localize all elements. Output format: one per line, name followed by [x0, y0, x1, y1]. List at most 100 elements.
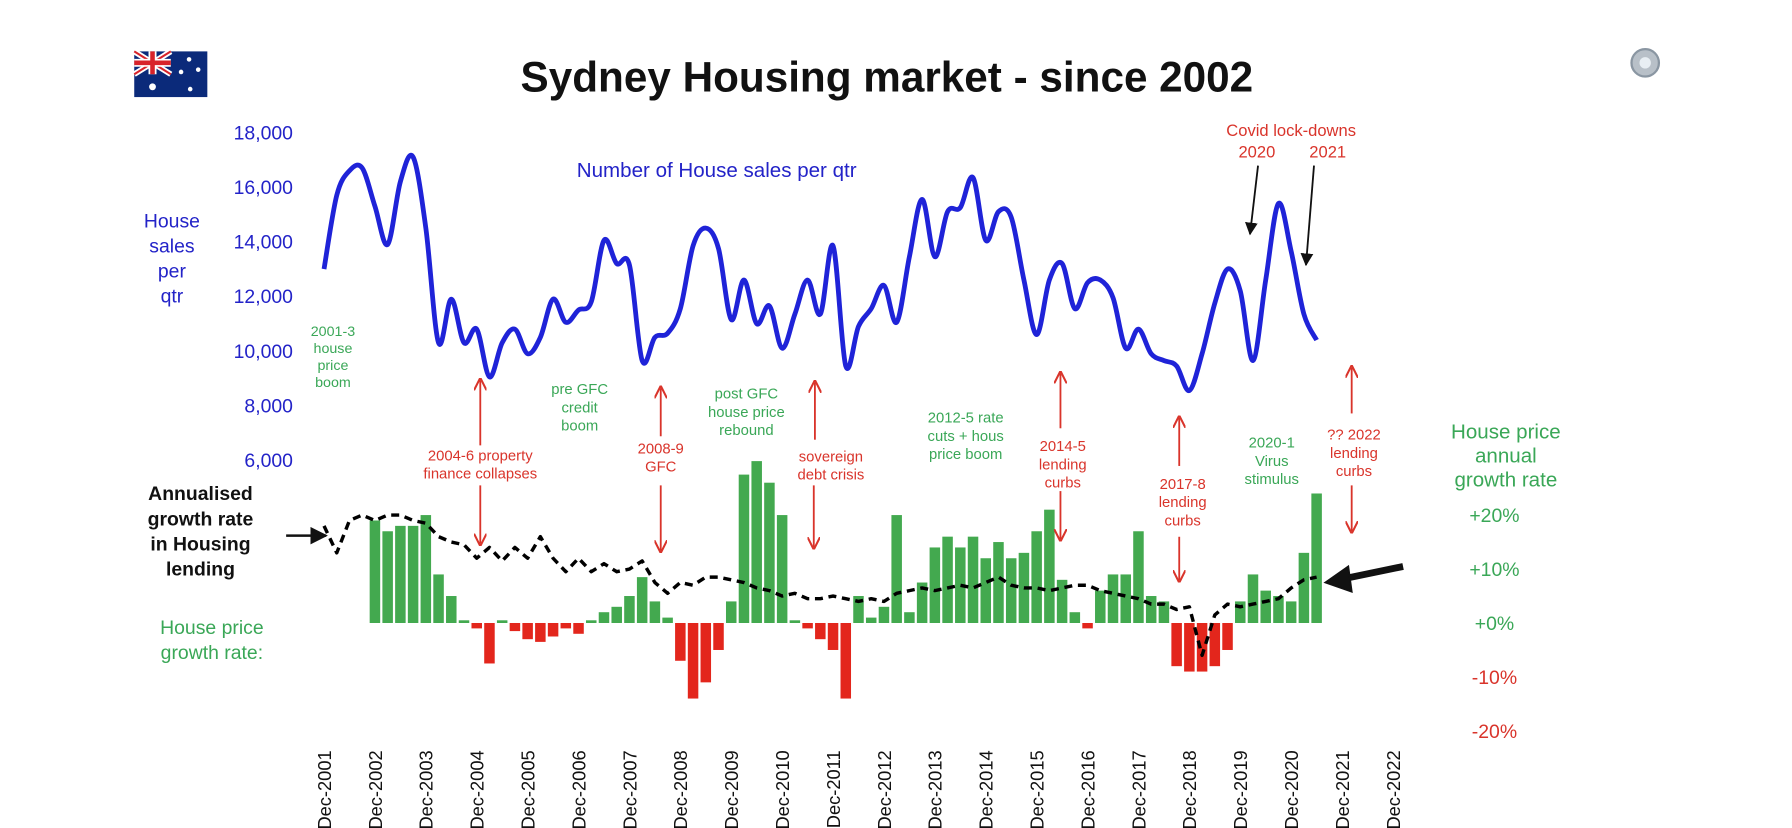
bar	[369, 520, 381, 623]
bar	[1069, 612, 1081, 623]
annotation: 2017-8	[1160, 477, 1206, 493]
annotation: house price	[708, 405, 785, 421]
logo	[1630, 47, 1661, 78]
bar	[967, 536, 979, 623]
bar	[420, 515, 432, 623]
bar	[407, 525, 419, 623]
bar	[1247, 574, 1259, 623]
annotation: 2020	[1238, 143, 1275, 162]
annotation: GFC	[645, 460, 677, 476]
x-tick-label: Dec-2021	[1332, 750, 1353, 828]
bar	[904, 612, 915, 623]
x-tick-label: Dec-2018	[1179, 750, 1200, 828]
x-tick-label: Dec-2007	[619, 750, 640, 828]
annotation: price	[317, 358, 348, 374]
annotation: lending	[166, 559, 235, 581]
bar	[865, 617, 877, 623]
annotation: House price	[160, 617, 264, 639]
bar	[662, 617, 673, 623]
bar	[1107, 574, 1119, 623]
annotation: curbs	[1045, 476, 1081, 492]
annotation: credit	[562, 400, 599, 416]
bar	[1298, 552, 1310, 623]
bar	[700, 622, 712, 683]
x-tick-label: Dec-2001	[314, 750, 335, 828]
arrow	[1245, 165, 1259, 236]
x-tick-label: Dec-2013	[925, 750, 946, 828]
bar	[395, 525, 406, 623]
bar	[916, 582, 928, 623]
annotation: 2021	[1309, 143, 1346, 162]
x-tick-label: Dec-2011	[823, 750, 844, 828]
bar	[891, 515, 902, 623]
bar	[1158, 601, 1170, 623]
bar	[993, 542, 1004, 623]
annotation: curbs	[1165, 513, 1201, 529]
annotation: sales	[149, 235, 194, 257]
bar	[853, 596, 864, 623]
bar	[776, 515, 788, 623]
annotation: House price	[1451, 421, 1561, 444]
x-tick-label: Dec-2012	[874, 750, 895, 828]
annotation: cuts + hous	[928, 429, 1004, 445]
bar	[433, 574, 444, 623]
annotation: annual	[1475, 445, 1537, 468]
bar	[1235, 601, 1246, 623]
bar	[484, 622, 495, 664]
bar	[1044, 509, 1055, 623]
bar	[1082, 622, 1093, 629]
y2-tick-label: +20%	[1469, 505, 1519, 527]
x-tick-label: Dec-2003	[416, 750, 437, 828]
bar	[1260, 590, 1271, 623]
bar	[1120, 574, 1131, 623]
annotation: sovereign	[799, 449, 863, 465]
bar	[1184, 622, 1195, 672]
annotation: lending	[1330, 446, 1378, 462]
dashed-line	[322, 513, 1317, 658]
y-tick-label: 12,000	[234, 286, 294, 308]
bar	[764, 482, 775, 623]
y-tick-label: 6,000	[244, 450, 293, 472]
bar	[649, 601, 661, 623]
annotation: growth rate	[1454, 469, 1557, 492]
x-tick-label: Dec-2020	[1281, 750, 1302, 828]
annotation: stimulus	[1245, 472, 1299, 488]
bar	[547, 622, 559, 637]
bar	[1095, 590, 1106, 623]
bar	[1031, 531, 1042, 623]
plot	[321, 152, 1322, 699]
annotation: lending	[1039, 457, 1087, 473]
bar	[611, 606, 622, 623]
bar	[446, 596, 457, 623]
bar	[1005, 558, 1017, 623]
bar	[840, 622, 852, 699]
bar	[713, 622, 724, 650]
x-tick-label: Dec-2016	[1077, 750, 1098, 828]
annotation: boom	[315, 375, 351, 391]
bar	[1133, 531, 1144, 623]
annotation: 2001-3	[311, 324, 355, 340]
bar	[751, 461, 762, 623]
bar	[929, 547, 941, 623]
x-tick-label: Dec-2022	[1383, 750, 1404, 828]
flag	[132, 48, 208, 98]
annotation: growth rate:	[161, 642, 263, 664]
annotation: 2008-9	[638, 441, 684, 457]
annotation: curbs	[1336, 464, 1372, 480]
x-tick-label: Dec-2014	[976, 750, 997, 828]
bar	[382, 531, 393, 623]
bar	[1273, 596, 1284, 623]
bar	[738, 474, 750, 623]
y-tick-label: 18,000	[234, 122, 294, 144]
y-tick-label: 8,000	[244, 395, 293, 417]
bar	[1056, 579, 1068, 623]
annotation: 2004-6 property	[428, 448, 533, 464]
annotation: post GFC	[715, 387, 779, 403]
bar	[560, 622, 572, 629]
bar	[725, 601, 737, 623]
x-tick-label: Dec-2008	[670, 750, 691, 828]
annotation: finance collapses	[423, 467, 537, 483]
bar	[586, 620, 597, 623]
bar	[942, 536, 953, 623]
